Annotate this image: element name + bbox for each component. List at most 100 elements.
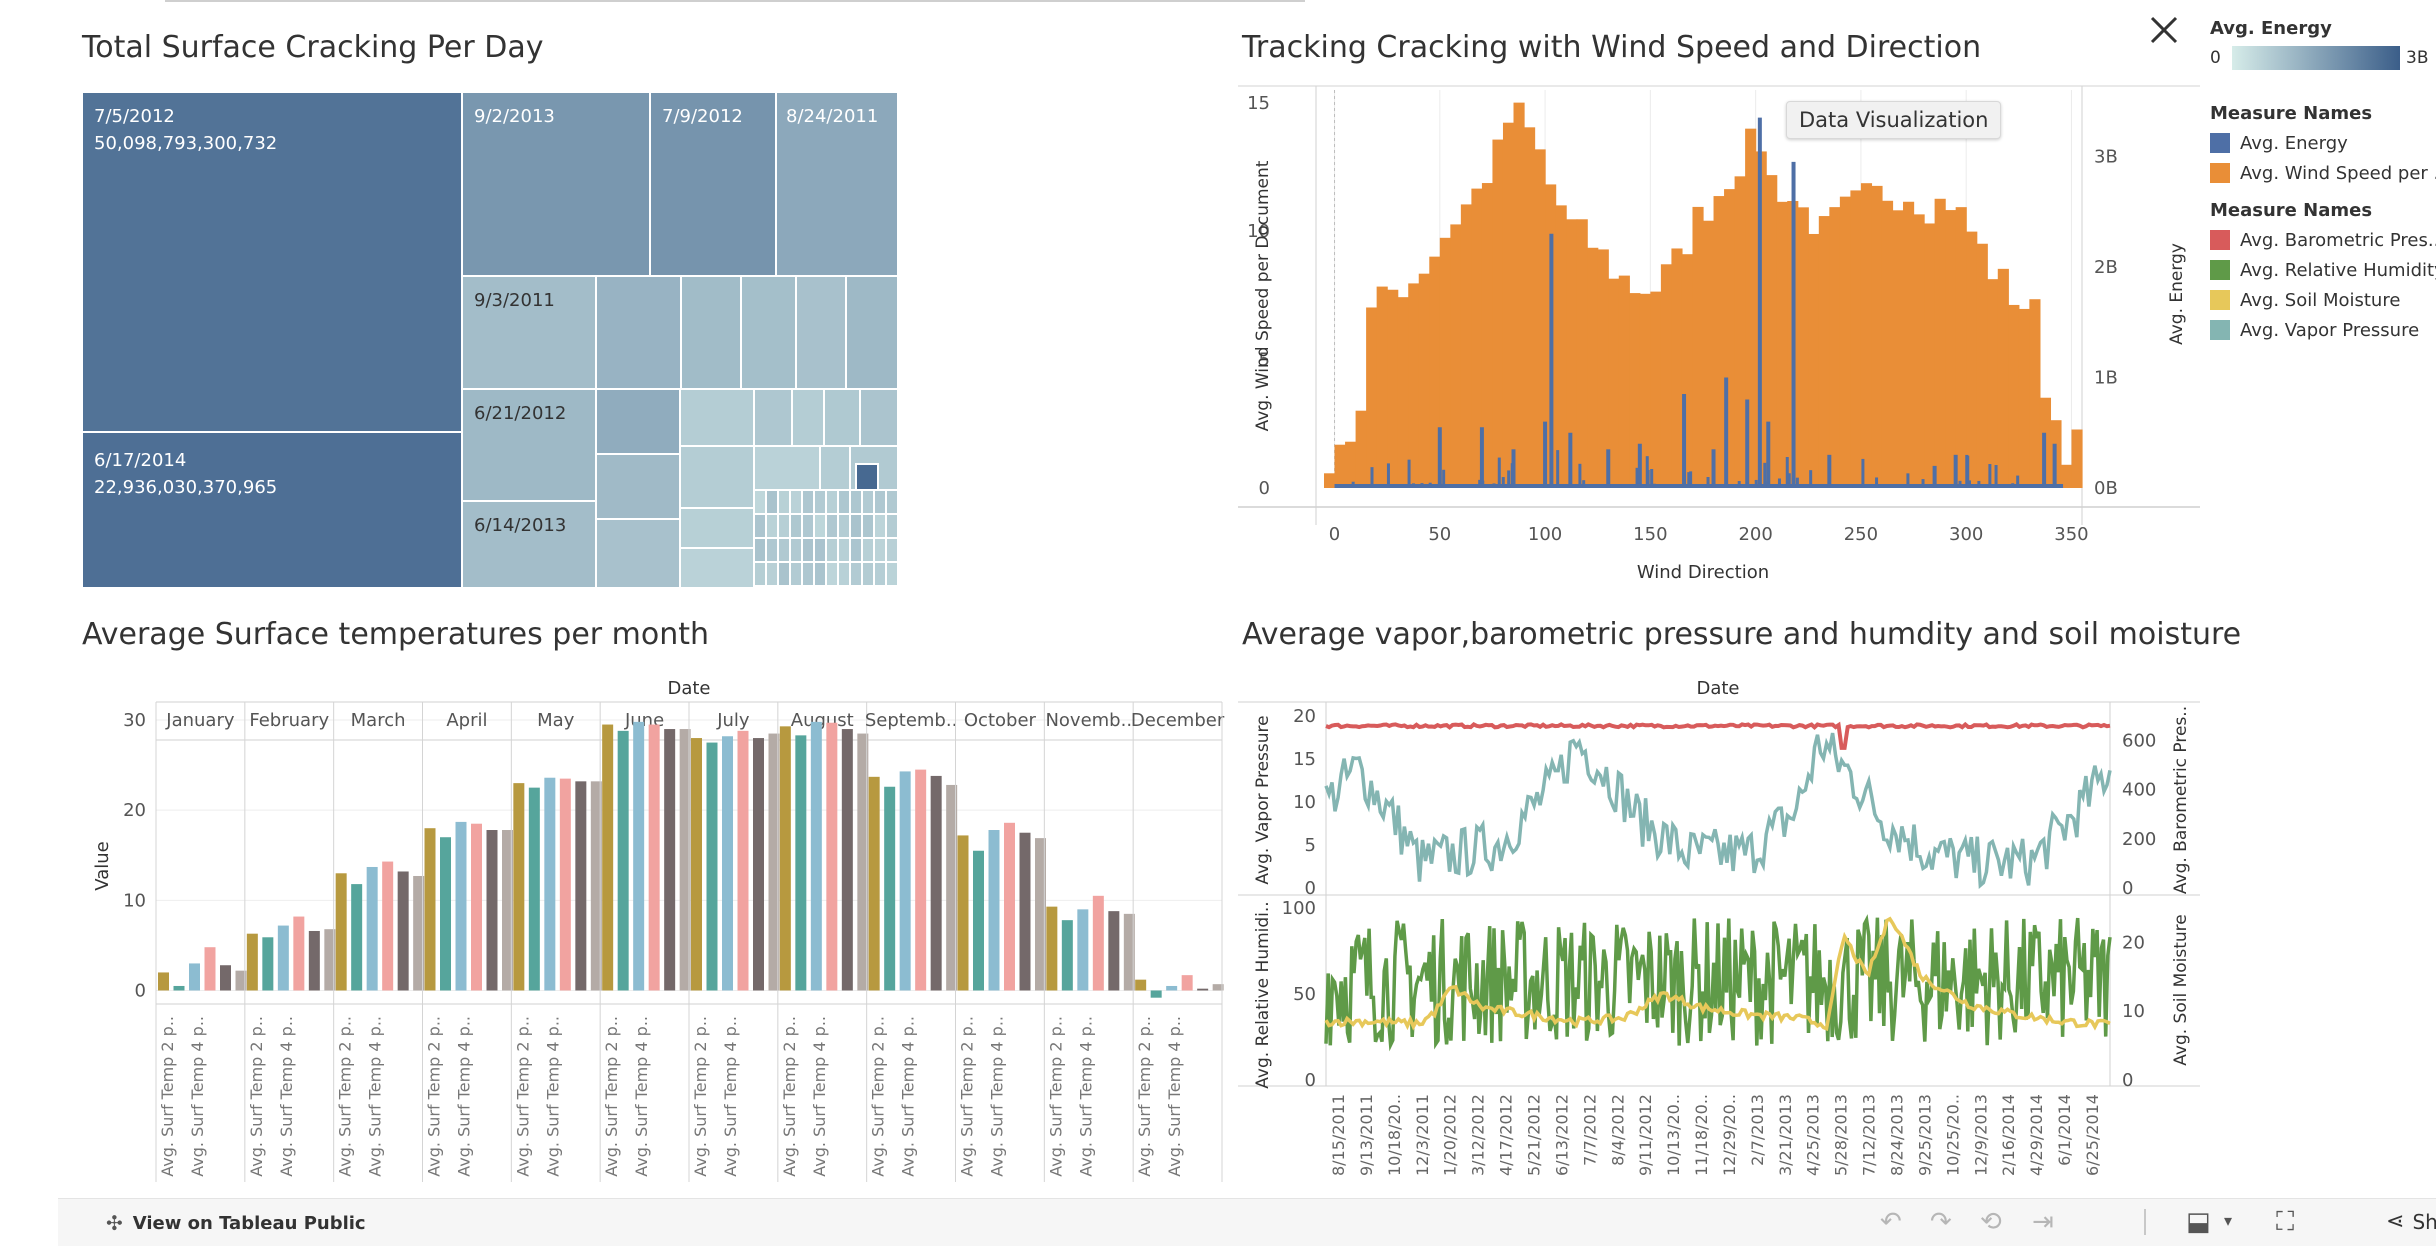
treemap-cell-label: 9/2/2013	[474, 106, 555, 127]
bar-category-label: Avg. Surf Temp 4 p..	[543, 1016, 562, 1177]
view-on-tableau-public-button[interactable]: ✣ View on Tableau Public	[106, 1209, 366, 1237]
wind-speed-bar	[1629, 293, 1641, 488]
temp-bar	[424, 828, 436, 991]
legend-item[interactable]: Avg. Relative Humidity	[2210, 255, 2436, 285]
fullscreen-icon[interactable]: ⛶	[2276, 1207, 2295, 1237]
treemap-cell	[819, 445, 851, 491]
y2-tick-label: 3B	[2094, 146, 2118, 167]
date-tick-label: 8/4/2012	[1608, 1094, 1627, 1166]
temp-bar	[768, 733, 780, 991]
temp-bar	[1212, 984, 1224, 991]
wind-speed-bar	[1660, 264, 1673, 488]
legend-item[interactable]: Avg. Soil Moisture	[2210, 285, 2436, 315]
wind-speed-bar	[2029, 299, 2041, 488]
treemap-cell	[801, 537, 815, 563]
treemap-cell-labeled	[461, 388, 597, 502]
bar-category-label: Avg. Surf Temp 2 p..	[425, 1016, 444, 1177]
y-axis-label: Avg. Wind Speed per Document	[1253, 160, 1273, 431]
treemap-cell	[885, 489, 899, 515]
temp-bar	[1035, 838, 1046, 991]
treemap-cell	[679, 547, 755, 589]
wind-speed-bar	[1850, 190, 1862, 488]
bar-category-label: Avg. Surf Temp 4 p..	[810, 1016, 829, 1177]
share-button[interactable]: ⋖ Share	[2386, 1209, 2436, 1234]
temps-chart[interactable]: Date 0 10 20 30 Value January Avg. Surf Temp 2 …	[92, 678, 1225, 1182]
temp-bar	[795, 735, 807, 991]
wind-speed-bar	[1397, 297, 1409, 488]
treemap-cell	[849, 489, 863, 515]
legend-item[interactable]: Avg. Energy	[2210, 128, 2436, 158]
temp-bar	[1019, 832, 1031, 991]
barometric-pressure-line	[1325, 721, 2111, 750]
bar-category-label: Avg. Surf Temp 2 p..	[869, 1016, 888, 1177]
x-tick-label: 0	[1329, 524, 1340, 545]
y2-tick-label: 0	[2122, 1070, 2133, 1091]
close-button[interactable]	[2146, 12, 2182, 48]
x-tick-label: 50	[1428, 524, 1451, 545]
treemap-cell	[825, 513, 839, 539]
refresh-icon[interactable]: ⇥	[2032, 1207, 2054, 1237]
wind-speed-bar	[1450, 224, 1462, 488]
date-tick-label: 12/29/20..	[1720, 1094, 1739, 1176]
undo-icon[interactable]: ↶	[1880, 1207, 1902, 1237]
treemap-cell	[825, 537, 839, 563]
energy-color-scale[interactable]: 0 3B	[2210, 43, 2436, 73]
treemap-cell-labeled	[775, 91, 899, 277]
bar-category-label: Avg. Surf Temp 2 p..	[780, 1016, 799, 1177]
x-tick-label: 200	[1738, 524, 1772, 545]
temp-bar	[915, 769, 927, 991]
month-label: July	[716, 710, 750, 731]
bar-category-label: Avg. Surf Temp 4 p..	[899, 1016, 918, 1177]
y2-tick-label: 0	[2122, 878, 2133, 899]
treemap-cell	[837, 489, 851, 515]
wind-chart[interactable]: 0 5 10 15 0B 1B 2B 3B 0 50 100 150 200 250 300 350 Wind …	[1238, 85, 2200, 583]
temp-bar	[335, 873, 347, 991]
treemap-chart[interactable]: 7/5/2012 50,098,793,300,732 6/17/2014 22,93…	[81, 91, 899, 589]
month-label: April	[446, 710, 487, 731]
close-icon	[2150, 16, 2178, 44]
y-axis-label: Avg. Relative Humidi..	[1253, 901, 1273, 1088]
treemap-cell	[679, 445, 755, 509]
bar-category-label: Avg. Surf Temp 4 p..	[277, 1016, 296, 1177]
energy-legend-title: Avg. Energy	[2210, 18, 2332, 39]
wind-speed-bar	[1681, 254, 1694, 488]
treemap-cell	[753, 561, 767, 587]
temp-bar	[1181, 975, 1193, 991]
wind-speed-bar	[1987, 279, 1999, 488]
legend-item[interactable]: Avg. Vapor Pressure	[2210, 315, 2436, 345]
y-tick-label: 5	[1305, 835, 1316, 856]
download-chevron-icon[interactable]: ▾	[2224, 1211, 2233, 1230]
wind-speed-bar	[1808, 233, 1820, 488]
legend-item[interactable]: Avg. Wind Speed per ...	[2210, 158, 2436, 188]
wind-speed-bar	[1671, 248, 1683, 488]
temp-bar	[946, 784, 958, 991]
bar-category-label: Avg. Surf Temp 2 p..	[158, 1016, 177, 1177]
temp-bar	[602, 724, 614, 991]
treemap-cell	[837, 537, 851, 563]
treemap-cell-label: 7/5/2012	[94, 106, 175, 127]
treemap-cell-label: 7/9/2012	[662, 106, 743, 127]
temp-bar	[471, 823, 482, 991]
treemap-cell-labeled	[81, 91, 463, 433]
redo-icon[interactable]: ↷	[1930, 1207, 1952, 1237]
wind-speed-bar	[1860, 183, 1873, 488]
revert-icon[interactable]: ⟲	[1980, 1207, 2002, 1237]
treemap-cell	[595, 518, 681, 589]
y2-tick-label: 600	[2122, 731, 2156, 752]
treemap-cell	[813, 489, 827, 515]
date-tick-label: 2/16/2014	[1999, 1094, 2018, 1176]
y-tick-label: 10	[1293, 792, 1316, 813]
wind-speed-bar	[1471, 188, 1483, 488]
wind-speed-bar	[1408, 283, 1420, 488]
wind-speed-bar	[1703, 220, 1715, 488]
download-icon[interactable]: ⬓	[2186, 1207, 2211, 1237]
month-label: January	[165, 710, 235, 731]
legend-item[interactable]: Avg. Barometric Pres...	[2210, 225, 2436, 255]
treemap-cell-value: 22,936,030,370,965	[94, 477, 277, 498]
treemap-cell	[845, 275, 899, 390]
treemap-cell	[789, 537, 803, 563]
date-tick-label: 4/25/2013	[1804, 1094, 1823, 1176]
treemap-cell	[885, 537, 899, 563]
treemap-cell	[873, 537, 887, 563]
